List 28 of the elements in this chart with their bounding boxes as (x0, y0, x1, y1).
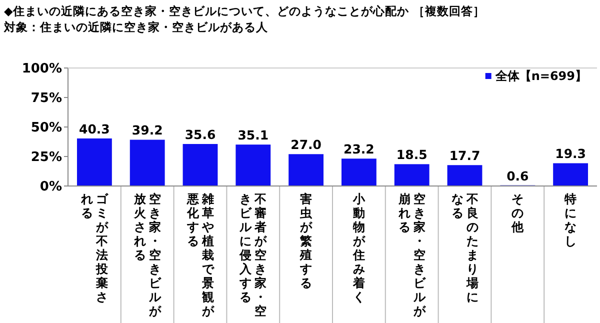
data-label: 35.6 (184, 126, 216, 142)
x-tick-label: 小動物が住み着く (352, 192, 366, 306)
category-label: 空き家・空きビルが放火される (134, 192, 161, 318)
data-label: 23.2 (344, 142, 374, 157)
category-label: 雑草や植栽で景観が悪化する (186, 192, 214, 318)
category-label: 不審者が空き家・空きビルに侵入する (240, 192, 267, 318)
category-label: ゴミが不法投棄される (80, 192, 108, 304)
data-label: 40.3 (79, 121, 110, 136)
x-tick-label: 特になし (564, 192, 578, 250)
category-label: 空き家・空きビルが崩れる (398, 192, 426, 318)
chart-title: ◆住まいの近隣にある空き家・空きビルについて、どのようなことが心配か ［複数回答］ (4, 4, 485, 19)
y-tick-label: 50% (30, 120, 62, 136)
data-label: 35.1 (238, 128, 269, 143)
data-label: 39.2 (132, 122, 163, 138)
data-label: 18.5 (396, 147, 428, 162)
legend-label: 全体【n=699】 (494, 69, 587, 83)
data-label: 27.0 (290, 137, 322, 152)
data-label: 19.3 (555, 146, 586, 162)
data-label: 0.6 (506, 168, 530, 184)
y-tick-label: 25% (30, 150, 62, 165)
chart-subtitle: 対象：住まいの近隣に空き家・空きビルがある人 (4, 20, 268, 35)
data-label: 17.7 (449, 148, 480, 164)
y-tick-label: 100% (22, 62, 62, 76)
category-label: 不良のたまり場になる (451, 192, 478, 304)
y-tick-label: 0% (40, 180, 62, 194)
y-tick-label: 75% (30, 91, 62, 106)
x-tick-label: その他 (511, 192, 524, 236)
x-tick-label: 害虫が繁殖する (300, 192, 313, 292)
